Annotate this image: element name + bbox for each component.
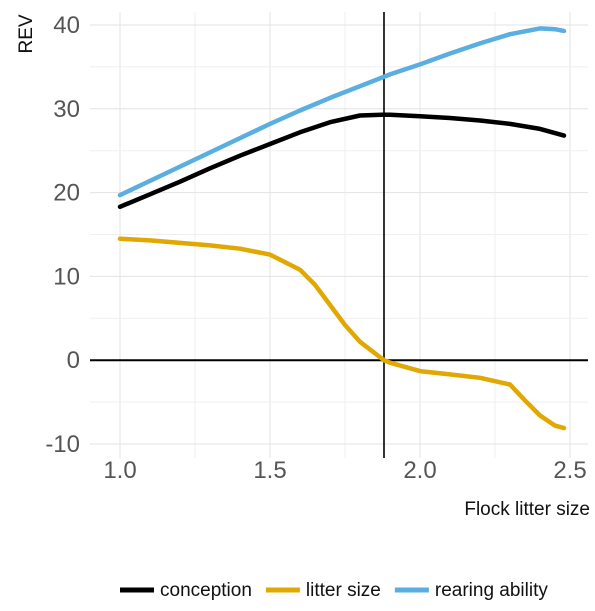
series-line-conception [117, 112, 567, 210]
x-tick-labels: 1.0 1.5 2.0 2.5 [103, 457, 586, 484]
x-tick-label: 1.0 [103, 457, 136, 484]
y-tick-label: 40 [53, 12, 80, 39]
y-tick-labels: -10 0 10 20 30 40 [45, 12, 80, 458]
x-tick-label: 1.5 [253, 457, 286, 484]
reference-lines [90, 12, 588, 458]
legend-label-rearing-ability: rearing ability [435, 580, 548, 601]
series-lines [117, 26, 567, 431]
y-tick-label: 30 [53, 96, 80, 123]
gridlines [90, 12, 588, 458]
x-tick-label: 2.0 [403, 457, 436, 484]
legend-label-conception: conception [160, 580, 252, 601]
legend-label-litter-size: litter size [306, 580, 381, 601]
y-tick-label: -10 [45, 431, 80, 458]
legend: conception litter size rearing ability [120, 580, 548, 601]
series-line-rearing-ability [117, 26, 567, 198]
x-axis-title: Flock litter size [464, 499, 590, 520]
y-axis-title: REV [16, 14, 37, 53]
series-line-litter-size [117, 236, 567, 431]
y-tick-label: 20 [53, 180, 80, 207]
y-tick-label: 10 [53, 263, 80, 290]
y-tick-label: 0 [67, 347, 80, 374]
x-tick-label: 2.5 [553, 457, 586, 484]
